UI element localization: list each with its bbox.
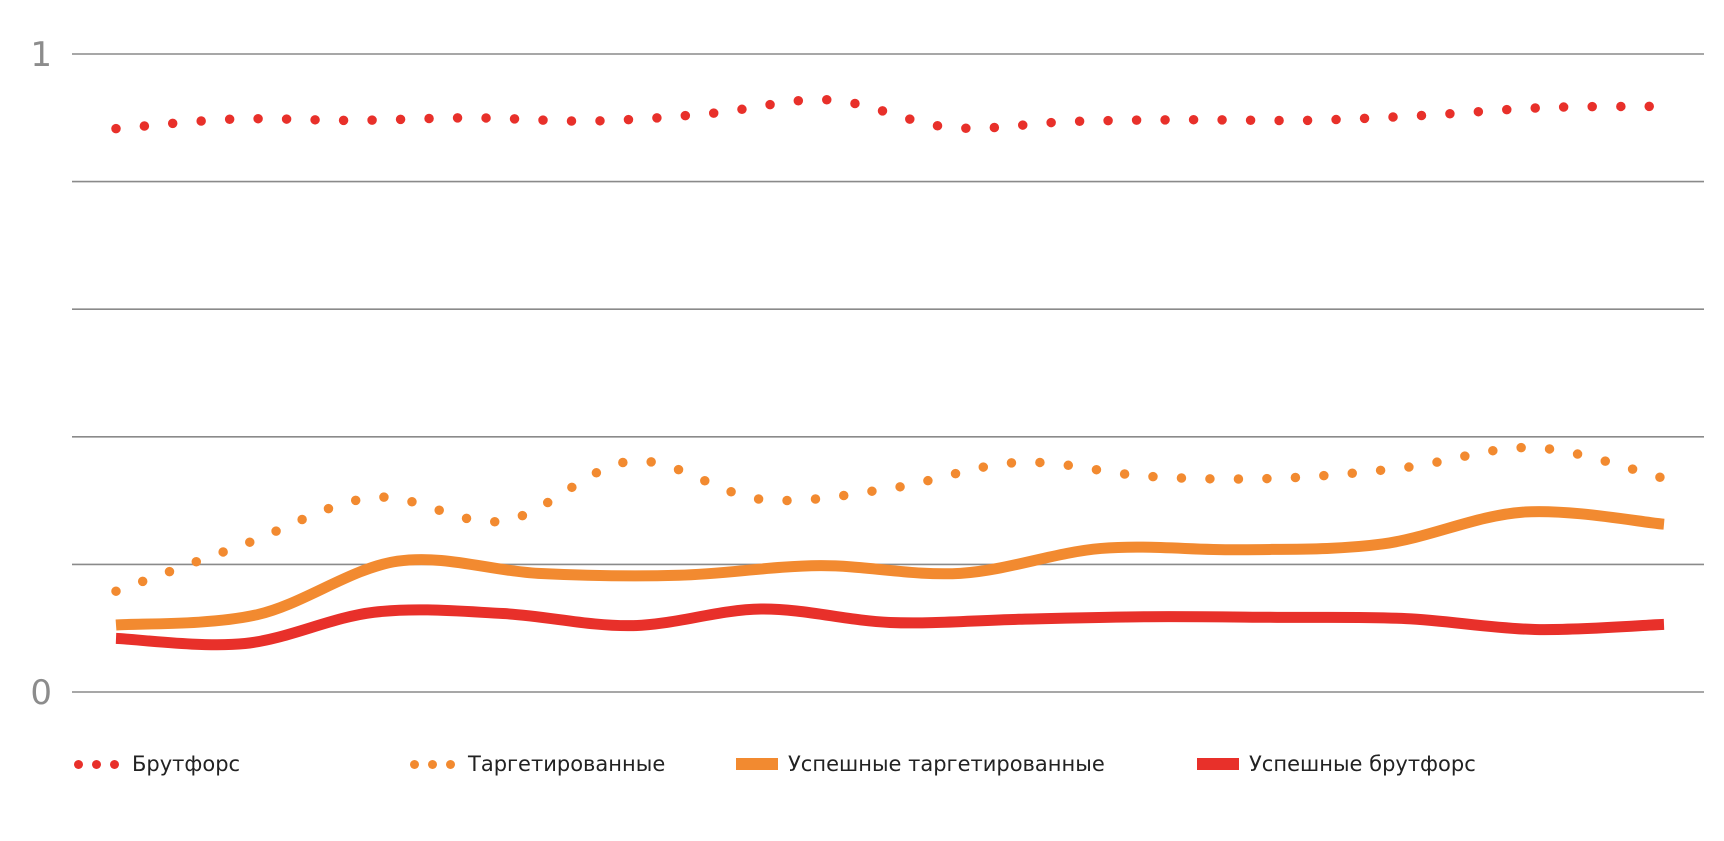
legend-dot: [110, 760, 119, 769]
series-line-0: [111, 94, 1669, 134]
legend: Брутфорс Таргетированные Успешные таргет…: [0, 744, 1724, 784]
legend-swatch-targeted: [406, 744, 458, 784]
legend-item-targeted: Таргетированные: [406, 744, 665, 784]
legend-swatch-brutforce: [70, 744, 122, 784]
series-1: [111, 442, 1669, 596]
legend-label-brutforce: Брутфорс: [132, 752, 241, 776]
legend-item-successful-brutforce: Успешные брутфорс: [1197, 744, 1476, 784]
legend-item-brutforce: Брутфорс: [70, 744, 240, 784]
series-line-1: [111, 442, 1669, 596]
legend-line: [736, 758, 778, 770]
series-2: [115, 506, 1665, 631]
y-axis-ticks: 01: [30, 35, 52, 713]
legend-swatch-successful-brutforce: [1197, 744, 1239, 784]
legend-dot: [446, 760, 455, 769]
y-tick-label-0: 0: [30, 673, 52, 713]
legend-dot: [74, 760, 83, 769]
series-line-2: [115, 506, 1665, 631]
legend-label-successful-brutforce: Успешные брутфорс: [1249, 752, 1476, 776]
legend-dot: [92, 760, 101, 769]
series-line-3: [115, 603, 1665, 651]
legend-dot: [428, 760, 437, 769]
series-layer: [111, 94, 1669, 651]
legend-swatch-successful-targeted: [736, 744, 778, 784]
y-tick-label-1: 1: [30, 35, 52, 75]
legend-dot: [410, 760, 419, 769]
legend-line: [1197, 758, 1239, 770]
gridlines: [72, 53, 1704, 693]
series-0: [111, 94, 1669, 134]
legend-item-successful-targeted: Успешные таргетированные: [736, 744, 1105, 784]
series-3: [115, 603, 1665, 651]
legend-label-targeted: Таргетированные: [468, 752, 666, 776]
legend-label-successful-targeted: Успешные таргетированные: [788, 752, 1105, 776]
